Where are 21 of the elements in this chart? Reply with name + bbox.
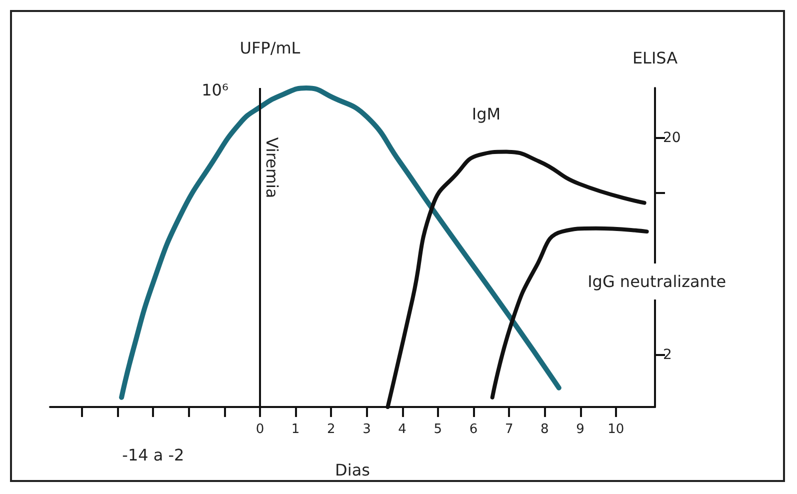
y2-axis-title: ELISA <box>632 48 678 68</box>
x-tick-label: 9 <box>576 422 584 437</box>
x-axis-title: Dias <box>335 460 370 480</box>
x-tick-label: 2 <box>327 422 336 437</box>
text: IgG neutralizante <box>588 272 726 292</box>
x-tick-label: 0 <box>256 422 264 437</box>
x-tick-label: 10 <box>608 422 624 437</box>
text: Viremia <box>262 137 282 198</box>
x-tick-label: 1 <box>291 422 300 437</box>
x-tick-label: 5 <box>434 422 442 437</box>
series-label: IgM <box>472 104 501 124</box>
text: -14 a -2 <box>122 446 184 464</box>
x-tick-label: 3 <box>362 422 371 437</box>
x-tick-label: 4 <box>398 422 406 437</box>
text: 2 <box>663 347 672 364</box>
annotation: 10⁶ <box>202 80 228 100</box>
text: 20 <box>663 130 681 146</box>
x-tick-label: 7 <box>504 422 514 437</box>
x-tick-label: 8 <box>540 422 549 437</box>
y-axis-title: UFP/mL <box>240 38 300 58</box>
x-tick-label: 6 <box>469 422 478 437</box>
